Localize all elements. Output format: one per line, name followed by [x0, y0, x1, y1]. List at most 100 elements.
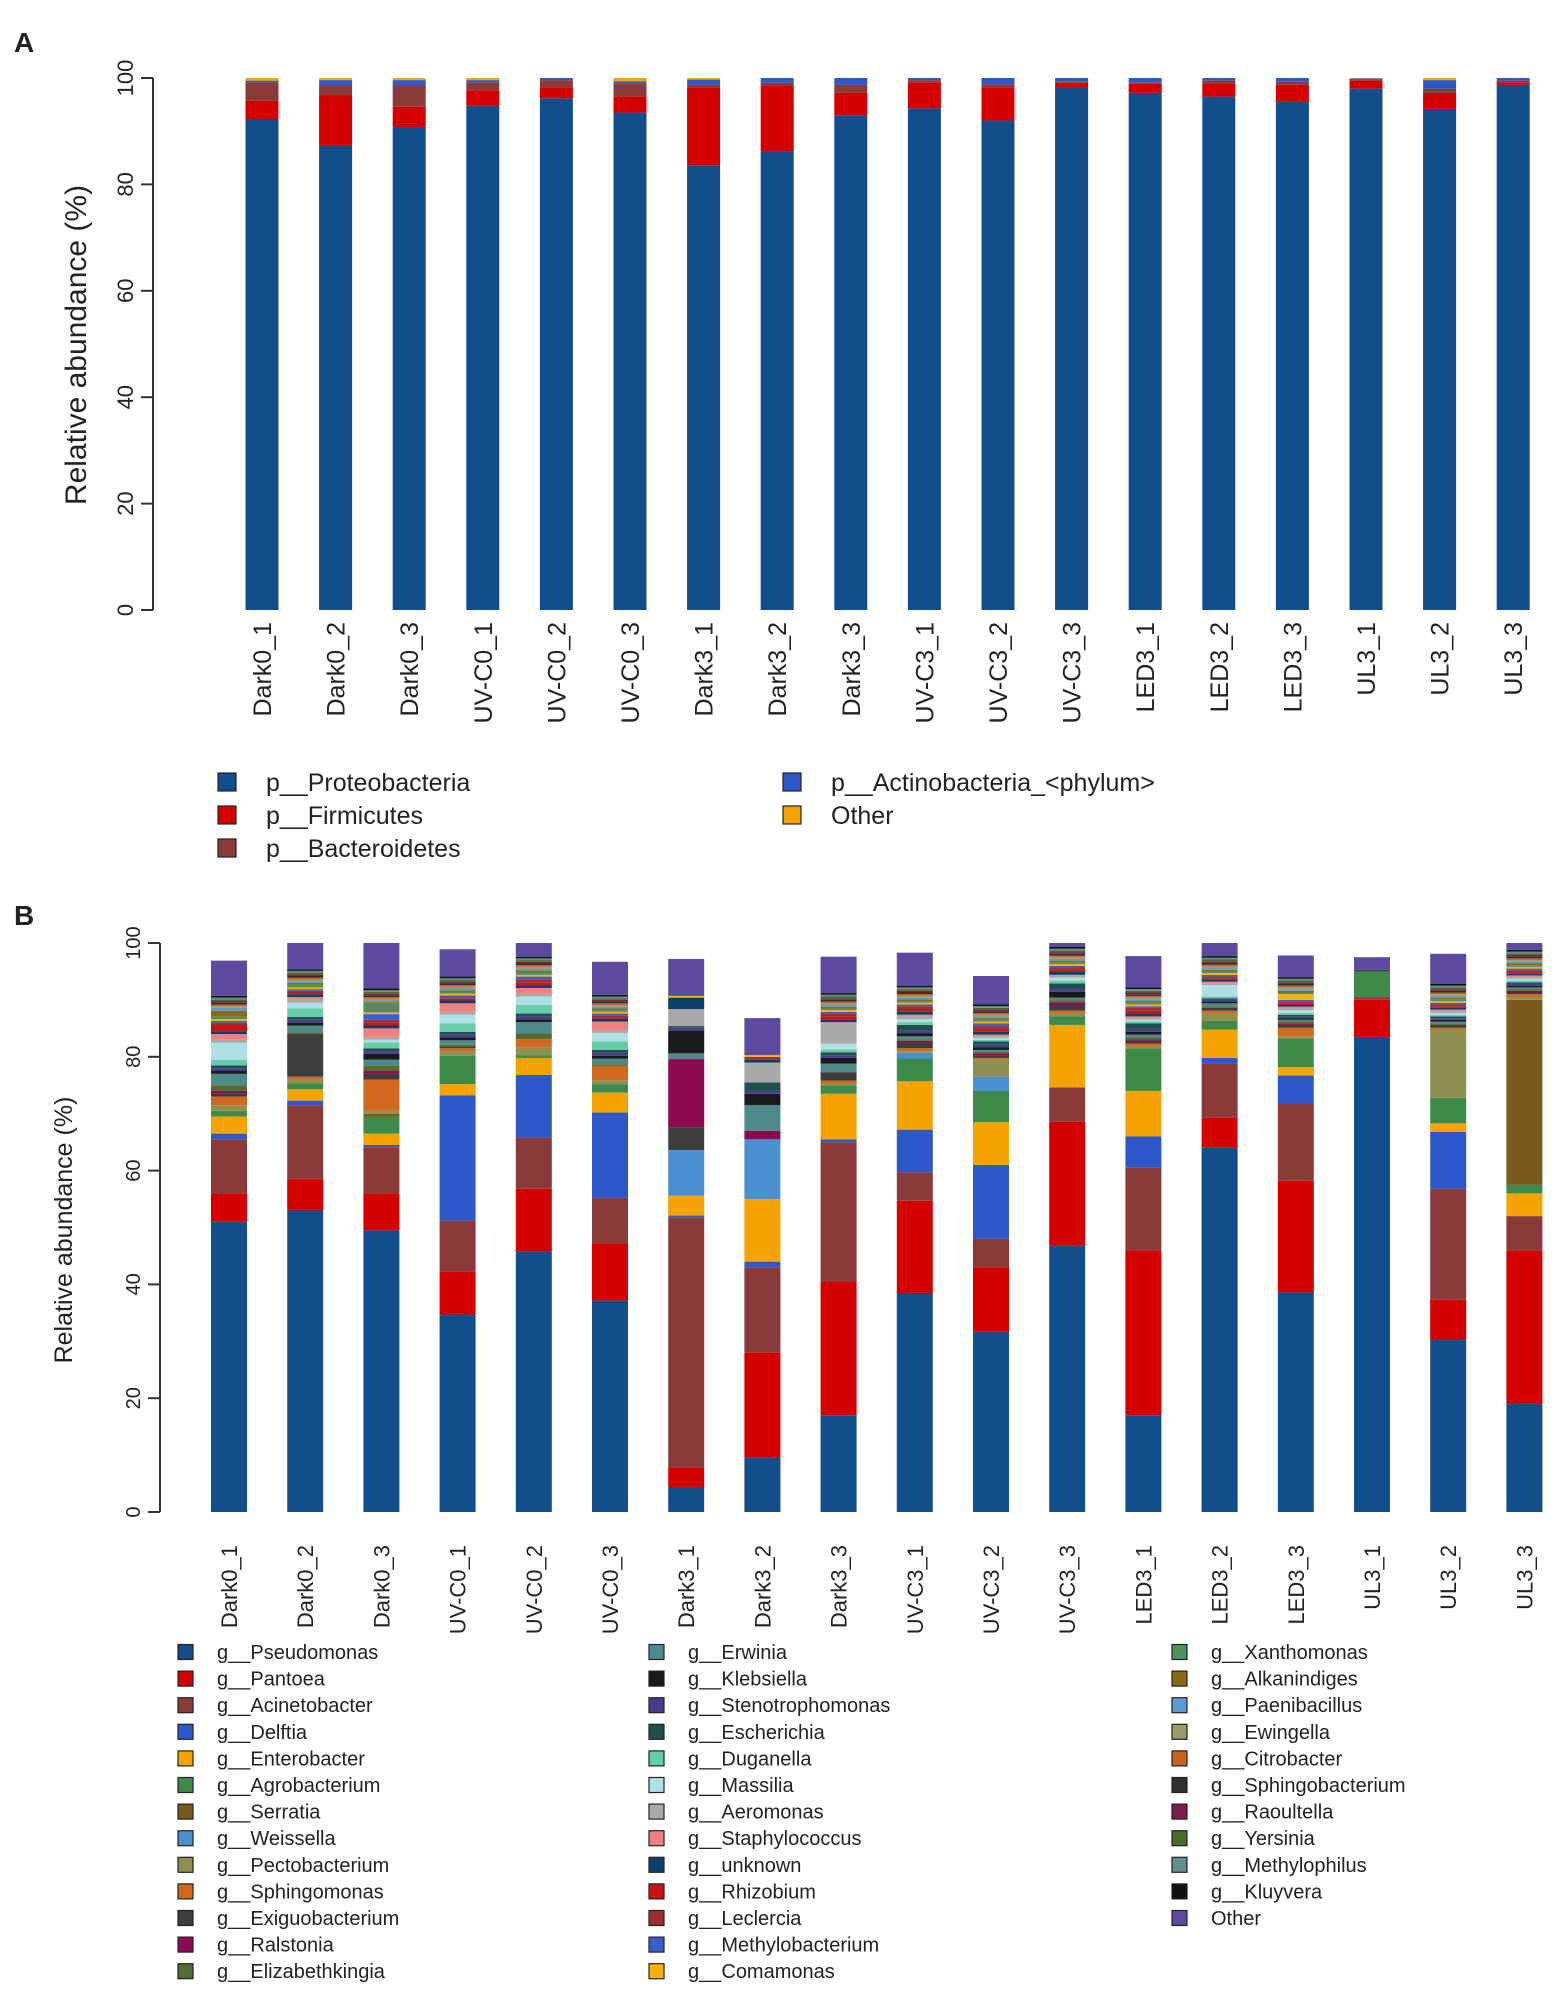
panel-b-bar-ul3-2-g-pectobacterium: [1430, 1029, 1467, 1098]
panel-b-legend-swatch-g-rhizobium: [648, 1883, 665, 1900]
panel-b-bar-dark0-3-g-methylophilus: [363, 990, 400, 992]
panel-b-x-tick-label-uv-c0-1: UV-C0_1: [446, 1545, 471, 1634]
panel-b-bar-dark0-1-g-delftia: [211, 1133, 247, 1140]
panel-b-legend-label-g-erwinia: g__Erwinia: [688, 1642, 788, 1664]
panel-b-bar-dark3-2-other: [744, 1018, 781, 1056]
panel-b-bar-dark0-1-g-enterobacter: [211, 1116, 247, 1134]
panel-b-bar-uv-c0-1-g-exiguobacterium: [439, 1046, 476, 1049]
panel-b-bar-uv-c3-2-g-alkanindiges: [973, 1018, 1009, 1020]
panel-b-bar-uv-c3-3-g-erwinia: [1049, 997, 1086, 1001]
panel-b-bar-led3-3-g-methylobacterium: [1277, 999, 1314, 1002]
panel-b-bar-uv-c0-1-g-massilia: [439, 1014, 476, 1024]
panel-b-bar-uv-c0-2-g-paenibacillus: [515, 968, 552, 971]
panel-b-bar-uv-c0-1-g-elizabethkingia: [439, 1044, 476, 1047]
panel-b-bar-uv-c3-3-g-leclercia: [1049, 967, 1086, 970]
panel-b-bar-uv-c0-3-g-yersinia: [592, 998, 628, 1000]
panel-b-bar-dark3-3-g-erwinia: [820, 1063, 857, 1073]
panel-a-x-tick-label-dark0-1: Dark0_1: [249, 622, 277, 717]
panel-b-bar-ul3-2-g-kluyvera: [1430, 983, 1467, 986]
panel-b-bar-dark0-2-g-exiguobacterium: [287, 1034, 324, 1077]
panel-b-bar-uv-c0-1-g-sphingobacterium: [439, 983, 476, 986]
panel-b-bar-uv-c0-1-g-alkanindiges: [439, 990, 476, 992]
panel-b-y-tick-label: 60: [123, 1159, 145, 1181]
panel-a-legend-swatch-p-bacteroidetes: [217, 838, 237, 858]
panel-b-bar-ul3-2-g-ewingella: [1430, 994, 1467, 996]
panel-b-legend-label-g-raoultella: g__Raoultella: [1211, 1802, 1334, 1824]
panel-b-legend-swatch-g-pseudomonas: [177, 1643, 194, 1661]
panel-b-bar-uv-c3-1-g-unknown: [896, 1011, 933, 1015]
panel-b-bar-led3-1-g-alkanindiges: [1125, 1001, 1162, 1003]
panel-b-bar-led3-3-g-leclercia: [1277, 1001, 1314, 1004]
panel-b-bar-uv-c3-3-g-sphingomonas: [1049, 1010, 1086, 1014]
panel-b-bar-dark0-3-g-methylobacterium: [363, 1014, 400, 1020]
panel-b-x-tick-label-ul3-3: UL3_3: [1512, 1545, 1537, 1610]
panel-b-bar-uv-c0-1-g-kluyvera: [439, 976, 476, 979]
panel-a-bar-dark3-2-p-firmicutes: [760, 85, 794, 152]
panel-b-bar-led3-1-g-sphingobacterium: [1125, 994, 1162, 996]
panel-b-bar-uv-c3-1-g-escherichia: [896, 1024, 933, 1031]
panel-b-bar-uv-c0-3-g-citrobacter: [592, 1003, 628, 1006]
panel-b-bar-dark0-1-g-pseudomonas: [211, 1221, 247, 1512]
panel-b-bar-uv-c3-3-g-ralstonia: [1049, 1002, 1086, 1006]
panel-b-bar-led3-2-g-escherichia: [1201, 998, 1238, 1000]
panel-b-bar-uv-c3-2-g-erwinia: [973, 1049, 1009, 1052]
panel-b-bar-uv-c0-2-other: [515, 943, 552, 957]
panel-a-bar-dark0-2-p-actinobacteria-phylum: [319, 80, 353, 86]
panel-b-bar-uv-c0-2-g-aeromonas: [515, 993, 552, 997]
panel-b-x-tick-label-dark3-3: Dark3_3: [827, 1545, 852, 1628]
panel-b-bar-dark3-3-g-pectobacterium: [820, 1083, 857, 1086]
panel-a-bar-led3-1-p-bacteroidetes: [1128, 82, 1162, 84]
panel-b-bar-uv-c3-3-g-duganella: [1049, 980, 1086, 984]
panel-b-y-tick-label: 100: [123, 926, 145, 959]
panel-b-bar-led3-2-g-erwinia: [1201, 1003, 1238, 1007]
panel-a-bar-dark0-1-other: [245, 78, 279, 81]
panel-b-bar-dark0-2-g-pantoea: [287, 1179, 324, 1211]
panel-b-bar-dark3-1-g-delftia: [668, 1215, 705, 1218]
panel-b-bar-dark0-3-g-paenibacillus: [363, 1000, 400, 1003]
panel-b-bar-uv-c3-1-g-enterobacter: [896, 1081, 933, 1130]
panel-b-bar-dark0-3-g-alkanindiges: [363, 1002, 400, 1004]
panel-b-bar-ul3-3-g-exiguobacterium: [1506, 992, 1543, 995]
panel-b-bar-uv-c0-2-g-erwinia: [515, 1022, 552, 1034]
panel-b-bar-ul3-3-g-alkanindiges: [1506, 963, 1543, 966]
panel-a-x-tick-label-dark0-2: Dark0_2: [323, 622, 351, 717]
panel-a-bar-uv-c3-1-p-actinobacteria-phylum: [907, 78, 941, 81]
panel-b-bar-dark3-2-g-delftia: [744, 1261, 781, 1268]
panel-b-bar-led3-3-g-alkanindiges: [1277, 990, 1314, 993]
panel-b-bar-dark0-1-g-leclercia: [211, 1022, 247, 1026]
panel-b-bar-dark3-3-g-raoultella: [820, 998, 857, 1000]
panel-b-legend-swatch-g-yersinia: [1171, 1830, 1188, 1847]
panel-b-bar-uv-c3-2-g-pseudomonas: [973, 1331, 1009, 1512]
panel-b-bar-dark3-2-g-pseudomonas: [744, 1457, 781, 1512]
panel-b-bar-uv-c0-3-g-massilia: [592, 1032, 628, 1042]
panel-b-bar-led3-2-g-delftia: [1201, 1057, 1238, 1064]
panel-b-bar-uv-c3-2-other: [973, 976, 1009, 1005]
panel-b-bar-dark0-3-g-sphingomonas: [363, 1079, 400, 1111]
panel-b-bar-led3-1-g-staphylococcus: [1125, 1016, 1162, 1019]
panel-a-y-tick-label: 80: [113, 172, 138, 196]
panel-b-bar-uv-c0-3-g-enterobacter: [592, 1092, 628, 1113]
panel-b-bar-dark3-3-g-sphingobacterium: [820, 999, 857, 1002]
panel-b-bar-led3-3-g-pseudomonas: [1277, 1292, 1314, 1512]
panel-b-bar-uv-c0-3-g-methylobacterium: [592, 1013, 628, 1016]
panel-b-bar-uv-c0-1-g-staphylococcus: [439, 1003, 476, 1012]
panel-b-bar-ul3-3-g-erwinia: [1506, 987, 1543, 990]
panel-b-bar-uv-c3-3-g-exiguobacterium: [1049, 1005, 1086, 1011]
panel-b-bar-uv-c3-2-g-citrobacter: [973, 1012, 1009, 1015]
panel-a-legend-swatch-other: [782, 805, 802, 825]
panel-b-bar-dark0-2-g-pectobacterium: [287, 1079, 324, 1084]
panel-b-legend-label-g-citrobacter: g__Citrobacter: [1211, 1748, 1343, 1770]
panel-b-bar-ul3-2-g-citrobacter: [1430, 992, 1467, 995]
panel-b-bar-dark3-3-g-escherichia: [820, 1052, 857, 1056]
panel-b-bar-dark3-3-g-comamonas: [820, 1010, 857, 1012]
panel-b-bar-uv-c0-2-g-ewingella: [515, 966, 552, 969]
panel-b-bar-dark3-1-g-exiguobacterium: [668, 1127, 705, 1151]
panel-b-bar-ul3-3-g-duganella: [1506, 980, 1543, 983]
panel-a-bar-dark3-3-p-proteobacteria: [834, 115, 868, 611]
panel-a-bar-uv-c3-3-p-actinobacteria-phylum: [1055, 78, 1089, 82]
panel-a-bar-ul3-2-other: [1423, 78, 1457, 81]
panel-b-bar-dark0-2-g-yersinia: [287, 972, 324, 975]
panel-b-bar-dark0-3-g-klebsiella: [363, 1053, 400, 1060]
panel-b-bar-uv-c0-3-g-stenotrophomonas: [592, 1052, 628, 1056]
